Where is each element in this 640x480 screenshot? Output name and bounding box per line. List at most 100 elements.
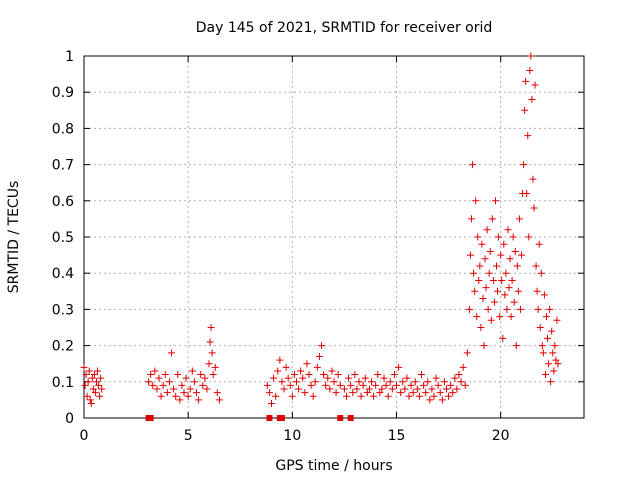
- data-point: [541, 371, 549, 379]
- data-point: [178, 381, 186, 389]
- data-point: [153, 385, 161, 393]
- data-point: [518, 251, 525, 259]
- data-point: [165, 378, 173, 386]
- data-point: [320, 371, 328, 379]
- data-point: [473, 313, 481, 321]
- data-point: [197, 371, 205, 379]
- data-point: [512, 342, 520, 350]
- data-point: [195, 396, 203, 404]
- data-point: [434, 381, 442, 389]
- axis-ticks: 00.10.20.30.40.50.60.70.80.910 5 10 15 20: [52, 49, 584, 444]
- data-point: [535, 240, 543, 248]
- data-point: [274, 367, 282, 375]
- data-point: [484, 305, 492, 313]
- grid-lines: [84, 56, 584, 418]
- data-point: [384, 392, 392, 400]
- data-point: [413, 385, 421, 393]
- data-point: [293, 378, 300, 386]
- data-point: [420, 381, 428, 389]
- data-point: [531, 81, 539, 89]
- data-point: [537, 269, 545, 277]
- data-point: [407, 381, 415, 389]
- x-axis-label: GPS time / hours: [275, 458, 392, 474]
- data-point: [553, 316, 561, 324]
- data-point: [393, 381, 400, 389]
- data-point: [477, 324, 485, 331]
- data-point: [551, 342, 559, 350]
- data-point: [436, 389, 444, 397]
- data-point: [397, 389, 405, 397]
- data-point: [516, 305, 524, 313]
- data-point: [486, 247, 494, 255]
- data-point: [355, 378, 363, 386]
- data-point: [82, 371, 90, 379]
- data-point: [188, 367, 196, 375]
- data-point: [372, 381, 380, 389]
- data-point: [515, 215, 523, 223]
- data-point: [491, 197, 499, 205]
- data-point: [465, 305, 473, 313]
- data-point: [161, 371, 169, 379]
- data-point: [513, 262, 521, 270]
- y-tick-label: 0.1: [52, 375, 74, 391]
- data-point: [343, 392, 350, 400]
- data-point: [424, 378, 432, 386]
- zero-marker: [147, 415, 154, 421]
- data-point: [206, 338, 214, 346]
- data-point: [151, 367, 159, 375]
- data-point: [447, 381, 455, 389]
- data-point: [80, 363, 88, 371]
- data-point: [85, 367, 93, 375]
- data-point: [368, 378, 375, 386]
- data-point: [504, 226, 512, 234]
- y-tick-label: 0.7: [52, 158, 74, 174]
- data-point: [322, 381, 330, 389]
- data-point: [418, 371, 425, 379]
- data-point: [163, 389, 171, 397]
- data-point: [536, 324, 544, 331]
- data-point: [451, 374, 459, 382]
- x-tick-label: 0: [80, 428, 89, 444]
- data-point: [554, 360, 562, 368]
- data-point: [98, 385, 106, 393]
- data-point: [415, 392, 423, 400]
- data-point: [479, 295, 487, 303]
- data-point: [494, 287, 502, 295]
- data-point: [84, 378, 92, 386]
- data-point: [83, 392, 91, 400]
- data-point: [521, 106, 529, 114]
- data-point: [526, 66, 534, 74]
- data-point: [527, 52, 535, 60]
- data-point: [472, 197, 480, 205]
- data-point: [363, 389, 371, 397]
- data-point: [330, 378, 338, 386]
- data-point: [511, 247, 519, 255]
- data-point: [499, 334, 507, 342]
- x-tick-label: 20: [492, 428, 510, 444]
- data-point: [94, 367, 102, 375]
- y-tick-label: 1: [65, 49, 74, 65]
- data-point: [501, 291, 509, 299]
- data-point: [172, 392, 180, 400]
- data-point: [438, 396, 446, 404]
- data-point: [459, 363, 467, 371]
- data-point: [157, 392, 165, 400]
- data-point: [376, 389, 384, 397]
- data-point: [500, 240, 508, 248]
- data-point: [509, 233, 517, 241]
- data-point: [263, 381, 271, 389]
- data-point: [215, 396, 223, 404]
- data-point: [403, 374, 411, 382]
- data-point: [461, 381, 469, 389]
- data-point: [546, 305, 554, 313]
- data-point: [476, 262, 484, 270]
- data-point: [208, 349, 216, 357]
- data-point: [539, 349, 547, 357]
- data-point: [497, 251, 505, 259]
- data-point: [534, 305, 542, 313]
- data-point: [186, 385, 194, 393]
- data-point: [544, 334, 552, 342]
- data-point: [495, 233, 503, 241]
- data-point: [272, 392, 280, 400]
